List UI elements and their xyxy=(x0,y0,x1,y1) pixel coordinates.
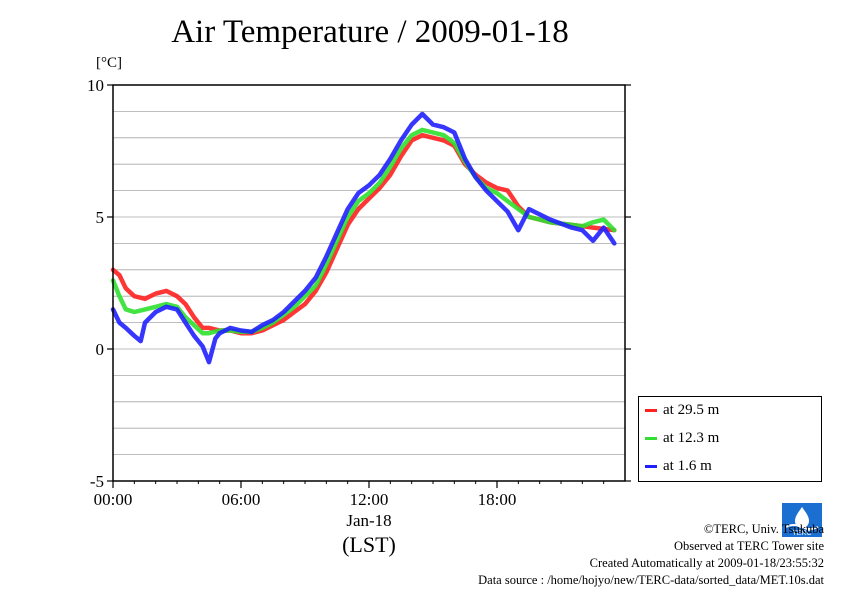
footer-observed: Observed at TERC Tower site xyxy=(673,539,824,553)
legend-item-12-3m: at 12.3 m xyxy=(645,427,719,449)
series-layer xyxy=(110,111,617,365)
chart-title: Air Temperature / 2009-01-18 xyxy=(171,14,569,50)
footer-source: Data source : /home/hojyo/new/TERC-data/… xyxy=(478,573,824,587)
legend-label: at 1.6 m xyxy=(663,457,712,474)
legend-item-29-5m: at 29.5 m xyxy=(645,399,719,421)
y-tick-label: -5 xyxy=(90,472,104,491)
footer-copyright: ©TERC, Univ. Tsukuba xyxy=(703,522,824,536)
legend-item-1-6m: at 1.6 m xyxy=(645,455,712,477)
x-axis-label: (LST) xyxy=(342,532,396,557)
tick-labels: -5 0 5 10 00:00 06:00 12:00 18:00 xyxy=(87,76,516,509)
x-tick-label: 00:00 xyxy=(94,490,133,509)
legend-swatch-red xyxy=(645,408,657,412)
y-axis-unit: [°C] xyxy=(96,55,122,71)
series-line-2 xyxy=(110,111,617,365)
grid-lines xyxy=(113,111,625,456)
legend-swatch-blue xyxy=(645,464,657,468)
x-tick-label: 12:00 xyxy=(350,490,389,509)
series-line-1 xyxy=(110,127,617,336)
series-line-0 xyxy=(110,132,617,336)
x-tick-label: 06:00 xyxy=(222,490,261,509)
x-axis-date-label: Jan-18 xyxy=(346,511,392,530)
logo-text: TERC xyxy=(792,530,811,537)
legend: at 29.5 m at 12.3 m at 1.6 m xyxy=(638,396,822,482)
x-tick-label: 18:00 xyxy=(478,490,517,509)
footer-created: Created Automatically at 2009-01-18/23:5… xyxy=(589,556,824,570)
legend-swatch-green xyxy=(645,436,657,440)
y-tick-label: 0 xyxy=(96,340,105,359)
y-tick-label: 10 xyxy=(87,76,104,95)
plot-frame xyxy=(112,84,626,482)
axis-ticks xyxy=(107,84,631,488)
legend-label: at 12.3 m xyxy=(663,429,720,446)
legend-label: at 29.5 m xyxy=(663,401,720,418)
terc-logo-icon: TERC xyxy=(782,503,822,537)
y-tick-label: 5 xyxy=(96,208,105,227)
